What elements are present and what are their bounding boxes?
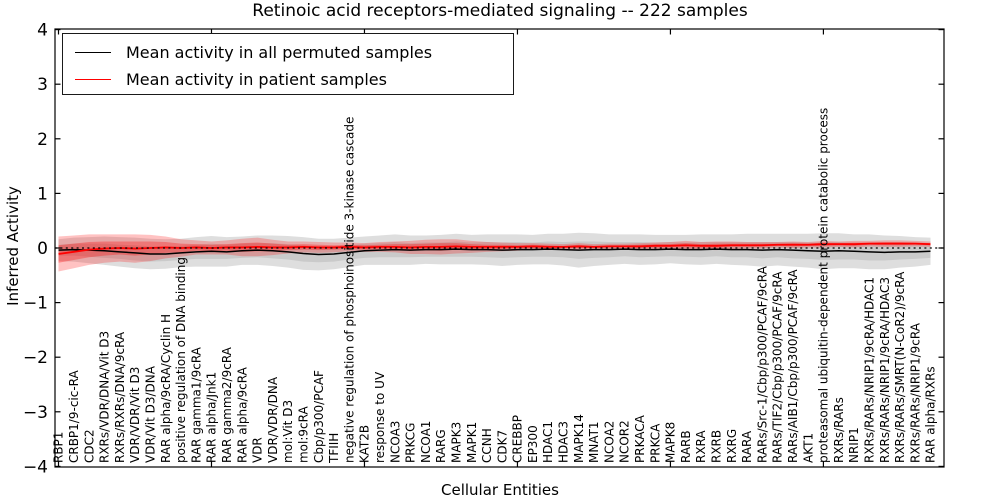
y-tick-label: 1 xyxy=(37,184,48,204)
x-category-label: RXRs/RARs/NRIP1/9cRA xyxy=(908,322,922,463)
x-category-label: RXRs/RARs/NRIP1/9cRA/HDAC1 xyxy=(863,277,877,463)
legend-line-swatch-permuted xyxy=(75,52,111,53)
x-category-label: MAPK14 xyxy=(572,414,586,463)
legend-label-patient: Mean activity in patient samples xyxy=(126,70,387,89)
x-category-label: mol:Vit D3 xyxy=(281,400,295,463)
x-category-label: RARs/TIF2/Cbp/p300/PCAF/9cRA xyxy=(771,271,785,463)
y-axis-label: Inferred Activity xyxy=(4,186,22,306)
x-category-label: NCOA2 xyxy=(602,421,616,463)
x-category-label: HDAC1 xyxy=(541,421,555,463)
x-category-label: RXRs/RXRs/DNA/9cRA xyxy=(113,331,127,463)
x-category-label: negative regulation of phosphoinositide … xyxy=(342,117,356,463)
x-category-label: NCOA1 xyxy=(419,421,433,463)
x-category-label: CDK7 xyxy=(495,430,509,463)
y-tick-label: −2 xyxy=(23,348,48,368)
x-category-label: RXRB xyxy=(710,430,724,463)
y-tick-label: 3 xyxy=(37,75,48,95)
x-category-label: PRKCG xyxy=(404,423,418,463)
legend-line-swatch-patient xyxy=(75,79,111,80)
x-category-label: RXRs/RARs/NRIP1/9cRA/HDAC3 xyxy=(878,277,892,463)
x-category-label: RAR gamma2/9cRA xyxy=(220,346,234,463)
x-category-label: PRKCA xyxy=(648,423,662,463)
x-category-label: RAR alpha/Jnk1 xyxy=(205,372,219,463)
x-category-label: CCNH xyxy=(480,428,494,463)
x-category-label: RARs/Src-1/Cbp/p300/PCAF/9cRA xyxy=(755,265,769,463)
x-category-label: KAT2B xyxy=(358,425,372,463)
x-category-label: NCOA3 xyxy=(388,421,402,463)
y-tick-label: −4 xyxy=(23,457,48,477)
x-category-label: RBP1 xyxy=(52,432,66,463)
x-category-label: NCOR2 xyxy=(618,420,632,463)
x-category-label: TFIIH xyxy=(327,433,341,464)
x-category-label: RXRs/RARs xyxy=(832,397,846,463)
x-category-label: VDR xyxy=(251,437,265,463)
x-category-label: RARs/AIB1/Cbp/p300/PCAF/9cRA xyxy=(786,269,800,463)
legend-entry-patient: Mean activity in patient samples xyxy=(75,66,513,93)
band-patient-outer xyxy=(58,234,931,272)
x-category-label: RXRs/RARs/SMRT(N-CoR2)/9cRA xyxy=(893,271,907,463)
band-permuted-outer xyxy=(58,232,931,271)
y-tick-label: −3 xyxy=(23,403,48,423)
x-category-label: RAR alpha/RXRs xyxy=(924,366,938,463)
x-category-label: Cbp/p300/PCAF xyxy=(312,370,326,463)
x-category-label: MAPK8 xyxy=(664,422,678,463)
x-category-label: VDR/VDR/Vit D3 xyxy=(128,367,142,463)
x-category-label: RARB xyxy=(679,430,693,463)
x-category-label: mol:9cRA xyxy=(296,406,310,463)
x-category-label: VDR/VDR/DNA xyxy=(266,376,280,463)
x-category-label: MAPK3 xyxy=(449,422,463,463)
x-category-label: HDAC3 xyxy=(557,421,571,463)
series-line-patient xyxy=(58,242,931,255)
y-tick-label: −1 xyxy=(23,294,48,314)
x-category-label: RXRG xyxy=(725,429,739,463)
x-category-label: VDR/Vit D3/DNA xyxy=(143,365,157,463)
x-category-label: RAR alpha/9cRA xyxy=(235,366,249,463)
legend-label-permuted: Mean activity in all permuted samples xyxy=(126,43,433,62)
legend: Mean activity in all permuted samples Me… xyxy=(62,33,514,95)
x-category-label: CREBBP xyxy=(511,415,525,463)
x-category-label: AKT1 xyxy=(801,433,815,463)
x-category-label: positive regulation of DNA binding xyxy=(174,257,188,463)
x-category-label: MAPK1 xyxy=(465,422,479,463)
chart-title: Retinoic acid receptors-mediated signali… xyxy=(252,1,748,21)
x-category-label: RAR alpha/9cRA/Cyclin H xyxy=(159,314,173,463)
x-category-label: RXRs/VDR/DNA/Vit D3 xyxy=(98,331,112,463)
x-category-label: NRIP1 xyxy=(847,427,861,463)
x-category-label: CRBP1/9-cic-RA xyxy=(67,369,81,463)
x-axis-label: Cellular Entities xyxy=(441,481,559,499)
legend-entry-permuted: Mean activity in all permuted samples xyxy=(75,39,513,66)
x-category-label: proteasomal ubiquitin-dependent protein … xyxy=(817,108,831,463)
series-line-permuted xyxy=(58,248,931,256)
y-tick-label: 4 xyxy=(37,21,48,41)
x-category-label: EP300 xyxy=(526,425,540,463)
y-tick-label: 2 xyxy=(37,130,48,150)
x-category-label: response to UV xyxy=(373,371,387,463)
x-category-label: CDC2 xyxy=(82,429,96,463)
x-category-label: RAR gamma1/9cRA xyxy=(189,346,203,463)
x-category-label: MNAT1 xyxy=(587,421,601,463)
x-category-label: RARG xyxy=(434,429,448,463)
x-category-label: RARA xyxy=(740,430,754,463)
y-tick-label: 0 xyxy=(37,239,48,259)
x-category-label: RXRA xyxy=(694,430,708,463)
x-category-label: PRKACA xyxy=(633,414,647,463)
